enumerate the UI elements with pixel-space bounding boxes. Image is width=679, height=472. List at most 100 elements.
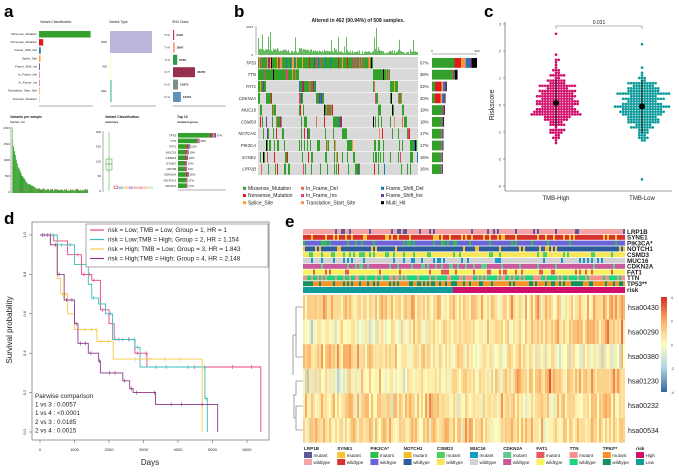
heatmap-cell <box>563 319 566 345</box>
annotation-cell <box>455 258 458 263</box>
annotation-cell <box>485 287 488 293</box>
annotation-cell <box>371 287 374 293</box>
annotation-cell <box>545 281 548 287</box>
annotation-cell <box>383 263 386 269</box>
annotation-cell <box>325 240 328 246</box>
c-data-point <box>651 113 655 116</box>
oncoplot-cell <box>355 57 356 69</box>
heatmap-cell <box>419 344 422 369</box>
annotation-cell <box>373 258 376 263</box>
heatmap-cell <box>357 295 360 320</box>
c-data-point <box>629 107 633 111</box>
annotation-cell <box>621 281 624 287</box>
heatmap-cell <box>451 344 454 369</box>
heatmap-cell <box>519 319 522 345</box>
tmb-bar <box>263 49 264 55</box>
heatmap-cell <box>387 368 390 394</box>
annotation-cell <box>531 263 534 269</box>
oncoplot-cell <box>410 151 411 163</box>
heatmap-cell <box>471 368 474 394</box>
annotation-cell <box>491 263 494 269</box>
c-data-point <box>562 118 566 121</box>
heatmap-cell <box>303 368 306 394</box>
annotation-cell <box>539 252 542 258</box>
annotation-cell <box>557 287 560 293</box>
annotation-cell <box>351 234 354 240</box>
c-data-point <box>551 115 555 119</box>
c-data-point <box>554 58 558 62</box>
c-data-point <box>554 139 558 142</box>
oncoplot-cell <box>293 69 294 81</box>
annotation-cell <box>559 287 562 293</box>
oncoplot-pct-label: 18% <box>420 119 429 124</box>
heatmap-cell <box>609 368 612 394</box>
heatmap-cell <box>401 344 404 369</box>
c-data-point <box>562 94 566 98</box>
annotation-cell <box>441 252 444 258</box>
annotation-cell <box>535 252 538 258</box>
oncoplot-cell <box>373 69 374 81</box>
annotation-cell <box>397 229 400 234</box>
annotation-cell <box>581 281 584 287</box>
annotation-cell <box>557 269 560 275</box>
annotation-cell <box>303 287 306 293</box>
oncoplot-cell <box>362 57 363 69</box>
c-data-point <box>546 92 550 95</box>
annotation-cell <box>571 258 574 263</box>
annotation-cell <box>577 252 580 258</box>
tmb-bar <box>337 52 338 55</box>
heatmap-cell <box>319 344 322 369</box>
heatmap-cell <box>579 393 582 418</box>
top10-bar-segment <box>186 144 189 149</box>
annotation-cell <box>357 263 360 269</box>
annotation-cell <box>453 263 456 269</box>
c-data-point <box>570 84 574 88</box>
heatmap-cell <box>439 319 442 345</box>
tmb-bar <box>381 50 382 55</box>
heatmap-cell <box>339 393 342 418</box>
annotation-cell <box>305 240 308 246</box>
heatmap-cell <box>317 418 320 443</box>
oncoplot-cell <box>333 57 334 69</box>
annotation-cell <box>473 281 476 287</box>
c-data-point <box>654 120 657 124</box>
annotation-cell <box>397 240 400 246</box>
c-data-point <box>543 97 547 101</box>
annotation-cell <box>415 281 418 287</box>
annotation-cell <box>395 229 398 234</box>
c-significance-bracket <box>555 25 643 29</box>
annotation-cell <box>379 240 382 246</box>
vc-bar <box>39 47 41 54</box>
tmb-bar <box>398 49 399 55</box>
annotation-cell <box>445 263 448 269</box>
oncoplot-cell <box>302 92 303 104</box>
c-data-point <box>535 100 539 103</box>
annotation-cell <box>379 229 382 234</box>
oncoplot-legend-label: In_Frame_Del <box>306 186 338 192</box>
vt-bar <box>110 55 111 78</box>
annotation-cell <box>337 258 340 263</box>
oncoplot-cell <box>371 57 372 69</box>
annotation-cell <box>341 246 344 252</box>
annotation-cell <box>611 252 614 258</box>
km-censor-mark <box>82 272 86 277</box>
annotation-cell <box>417 246 420 252</box>
heatmap-cell <box>435 418 438 443</box>
c-data-point <box>546 87 550 90</box>
tmb-bar <box>291 51 292 55</box>
annotation-cell <box>619 263 622 269</box>
annotation-cell <box>579 252 582 258</box>
heatmap-cell <box>443 319 446 345</box>
annotation-cell <box>319 240 322 246</box>
annotation-cell <box>385 229 388 234</box>
annotation-cell <box>553 252 556 258</box>
heatmap-cell <box>533 295 536 320</box>
annotation-cell <box>547 246 550 252</box>
heatmap-cell <box>497 295 500 320</box>
heatmap-cell <box>471 295 474 320</box>
annotation-cell <box>309 263 312 269</box>
top10-bar-segment <box>178 144 187 149</box>
km-censor-mark <box>178 357 182 362</box>
annotation-cell <box>521 281 524 287</box>
vc-category-label: Nonstop_Mutation <box>13 97 38 101</box>
